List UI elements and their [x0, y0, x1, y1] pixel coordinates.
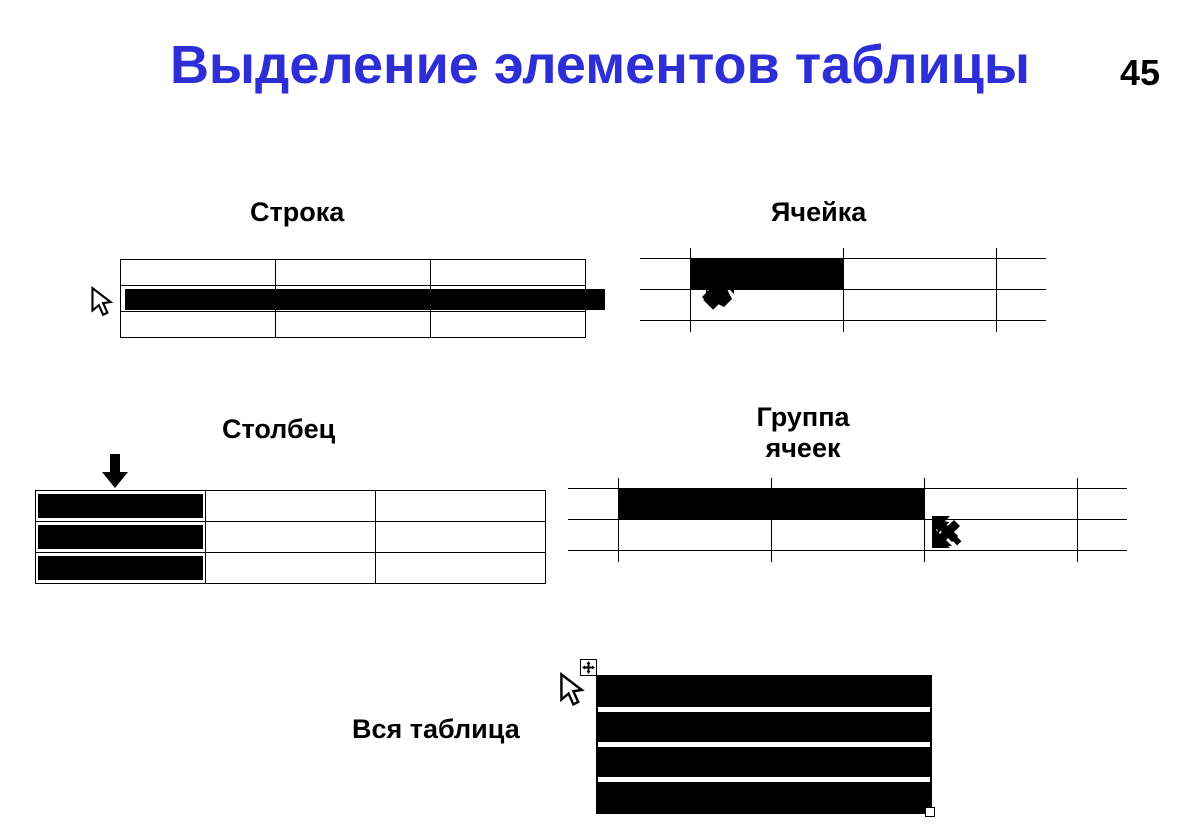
- table-cell: [206, 522, 376, 553]
- diagonal-arrow-upleft-icon: [928, 512, 968, 552]
- table-cell: [276, 260, 431, 286]
- whole-table-diagram: [596, 675, 932, 814]
- table-cell: [36, 522, 206, 553]
- label-row: Строка: [250, 197, 344, 228]
- table-row: [598, 712, 930, 742]
- page-number: 45: [1120, 52, 1160, 94]
- table-cell: [376, 491, 546, 522]
- label-whole: Вся таблица: [352, 714, 520, 745]
- table-cell: [206, 491, 376, 522]
- resize-handle-icon: [925, 807, 935, 817]
- table-row: [598, 747, 930, 777]
- page-title: Выделение элементов таблицы: [0, 34, 1200, 96]
- table-row: [598, 677, 930, 707]
- table-cell: [431, 312, 586, 338]
- row-selection-bar: [125, 289, 605, 310]
- table-cell: [376, 522, 546, 553]
- table-cell: [431, 260, 586, 286]
- table-cell: [206, 553, 376, 584]
- table-cell: [121, 260, 276, 286]
- label-column: Столбец: [222, 414, 335, 445]
- cursor-arrow-icon: [88, 286, 114, 318]
- cursor-arrow-icon-2: [556, 672, 586, 708]
- label-cell: Ячейка: [771, 197, 866, 228]
- label-group: Группаячеек: [743, 402, 863, 464]
- table-row: [598, 782, 930, 812]
- table-cell: [276, 312, 431, 338]
- table-cell: [36, 491, 206, 522]
- down-arrow-icon: [100, 452, 130, 490]
- group-selection-diagram: [568, 488, 1127, 550]
- table-cell: [376, 553, 546, 584]
- table-cell: [36, 553, 206, 584]
- column-selection-table: [35, 490, 546, 584]
- diagonal-arrow-icon-2: [700, 274, 736, 310]
- table-cell: [121, 312, 276, 338]
